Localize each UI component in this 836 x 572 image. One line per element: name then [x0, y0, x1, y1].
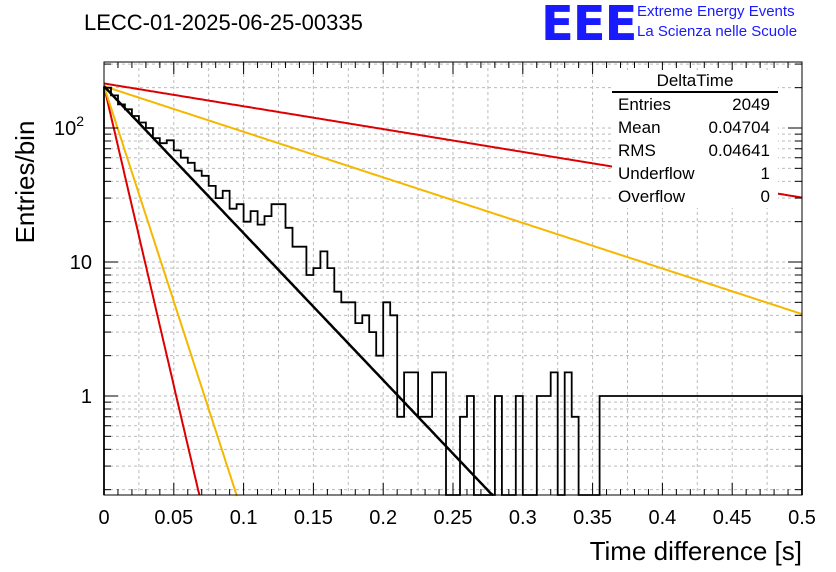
x-tick-label: 0.45 — [713, 507, 752, 529]
stats-value: 0.04704 — [708, 118, 770, 137]
stats-value: 1 — [760, 164, 770, 183]
x-tick-label: 0 — [98, 507, 109, 529]
reference-curve — [103, 85, 803, 316]
stats-row-entries: Entries 2049 — [612, 93, 778, 116]
stats-row-mean: Mean 0.04704 — [612, 116, 778, 139]
stats-row-overflow: Overflow 0 — [612, 185, 778, 208]
x-axis-title: Time difference [s] — [590, 536, 802, 566]
histogram-outline — [103, 86, 803, 496]
axis-ticks — [103, 62, 803, 495]
x-tick-label: 0.4 — [648, 507, 676, 529]
y-tick-exponent: 2 — [76, 113, 84, 129]
stats-label: Underflow — [618, 164, 695, 183]
y-tick-label: 102 — [54, 113, 84, 140]
y-tick-label: 1 — [81, 386, 92, 408]
stats-box: DeltaTime Entries 2049 Mean 0.04704 RMS 0.0… — [612, 70, 778, 208]
stats-label: Overflow — [618, 187, 686, 206]
logo-subtitle-1: Extreme Energy Events — [637, 3, 795, 20]
x-tick-label: 0.5 — [788, 507, 816, 529]
stats-value: 0.04641 — [708, 141, 770, 160]
x-tick-label: 0.35 — [573, 507, 612, 529]
reference-curve — [103, 85, 201, 496]
x-tick-label: 0.25 — [434, 507, 473, 529]
y-tick-labels: 1 10 102 — [54, 113, 92, 408]
x-tick-label: 0.05 — [154, 507, 193, 529]
logo-subtitle-2: La Scienza nelle Scuole — [637, 23, 798, 40]
stats-value: 0 — [760, 187, 770, 206]
stats-label: Entries — [618, 95, 671, 114]
x-tick-label: 0.3 — [509, 507, 537, 529]
stats-title: DeltaTime — [612, 70, 778, 93]
stats-row-rms: RMS 0.04641 — [612, 139, 778, 162]
stats-label: RMS — [618, 141, 656, 160]
histogram — [103, 85, 803, 497]
x-tick-label: 0.1 — [230, 507, 258, 529]
x-tick-label: 0.15 — [294, 507, 333, 529]
fit-curve — [103, 85, 494, 497]
run-title: LECC-01-2025-06-25-00335 — [84, 10, 363, 35]
eee-logo: EEE — [541, 0, 637, 52]
x-tick-label: 0.2 — [369, 507, 397, 529]
x-tick-labels: 0 0.05 0.1 0.15 0.2 0.25 0.3 0.35 0.4 0.45 0.5 — [98, 507, 815, 529]
reference-curve — [103, 85, 238, 497]
stats-label: Mean — [618, 118, 661, 137]
y-axis-title: Entries/bin — [10, 121, 40, 244]
y-tick-label: 10 — [70, 252, 92, 274]
grid — [104, 62, 802, 495]
stats-value: 2049 — [732, 95, 770, 114]
stats-row-underflow: Underflow 1 — [612, 162, 778, 185]
